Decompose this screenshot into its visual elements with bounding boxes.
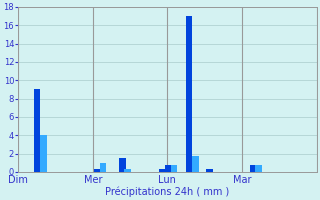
Bar	[165, 165, 172, 172]
Bar	[94, 169, 101, 172]
Bar	[124, 169, 131, 172]
Bar	[100, 163, 106, 172]
X-axis label: Précipitations 24h ( mm ): Précipitations 24h ( mm )	[105, 186, 229, 197]
Bar	[171, 165, 177, 172]
Bar	[206, 169, 212, 172]
Bar	[250, 165, 256, 172]
Bar	[255, 165, 262, 172]
Bar	[186, 16, 192, 172]
Bar	[40, 135, 47, 172]
Bar	[119, 158, 126, 172]
Bar	[159, 169, 166, 172]
Bar	[34, 89, 40, 172]
Bar	[192, 156, 199, 172]
